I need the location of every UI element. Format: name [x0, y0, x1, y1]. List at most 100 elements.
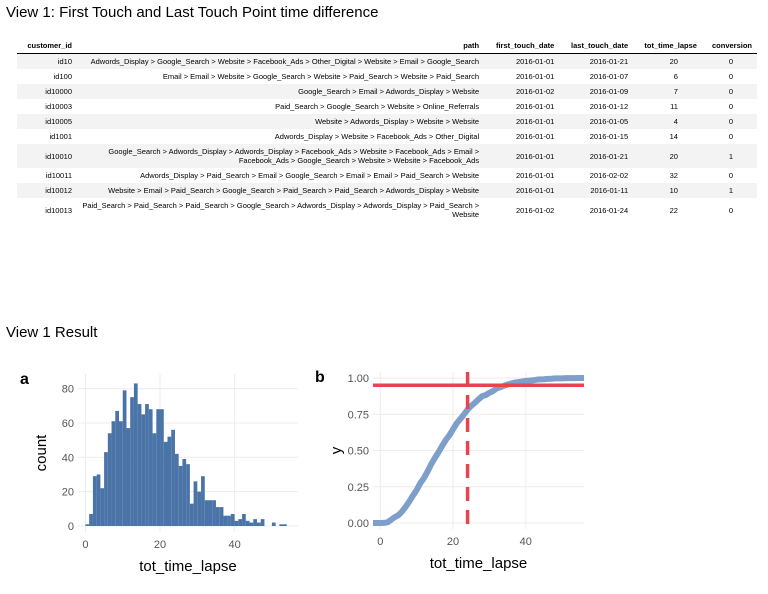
table-row: id10012 Website > Email > Paid_Search > G…	[17, 183, 757, 198]
cell-tot-time-lapse: 14	[669, 132, 678, 141]
histogram-bar	[201, 476, 205, 526]
histogram-bar	[245, 520, 250, 526]
histogram-bar	[256, 522, 261, 526]
y-tick-label: 0	[68, 521, 74, 533]
histogram-bar	[234, 520, 239, 526]
cell-customer-id: id10012	[17, 183, 77, 198]
cell-tot-time-lapse: 22	[669, 205, 678, 215]
table-row: id10011 Adwords_Display > Paid_Search > E…	[17, 168, 757, 183]
cell-tot-time-lapse: 7	[633, 84, 702, 99]
y-tick-label: 0.75	[348, 409, 369, 421]
result-title: View 1 Result	[6, 324, 98, 341]
cell-conversion: 1	[701, 144, 757, 168]
histogram-bar	[145, 404, 149, 526]
x-tick-label: 40	[228, 539, 240, 551]
histogram-bar	[104, 452, 108, 526]
cell-path: Website > Email > Paid_Search > Google_S…	[77, 183, 485, 198]
histogram-bar	[85, 524, 90, 526]
histogram-bar	[238, 519, 243, 526]
cell-customer-id: id10010	[17, 144, 77, 168]
y-tick-label: 1.00	[348, 373, 369, 385]
table-header-row: customer_id path first_touch_date last_touc…	[17, 38, 757, 54]
cell-path: Email > Email > Website > Google_Search …	[162, 72, 480, 81]
cell-first-touch-date: 2016-01-01	[515, 72, 555, 81]
histogram-bar	[126, 428, 131, 526]
cell-conversion: 0	[728, 171, 733, 180]
histogram-bar	[89, 513, 93, 526]
cell-last-touch-date: 2016-01-07	[589, 72, 629, 81]
y-axis-label: y	[328, 446, 345, 454]
table-row: id10000 Google_Search > Email > Adwords_D…	[17, 84, 757, 99]
cell-tot-time-lapse: 20	[633, 144, 702, 168]
histogram-panel-a: 0 20 40 60 80 0 20 40 tot_time_lapse count a	[20, 371, 298, 575]
histogram-bar	[182, 459, 187, 526]
cell-path: Adwords_Display > Google_Search > Websit…	[77, 53, 485, 69]
cell-last-touch-date: 2016-01-09	[559, 84, 634, 99]
x-tick-label: 0	[82, 539, 88, 551]
cell-customer-id: id10013	[45, 205, 72, 215]
panel-label: a	[20, 371, 29, 388]
histogram-bar	[197, 491, 202, 526]
cell-customer-id: id100	[53, 72, 72, 81]
x-tick-label: 40	[520, 536, 532, 548]
histogram-bar	[279, 524, 284, 526]
cell-first-touch-date: 2016-01-01	[484, 183, 560, 198]
histogram-bar	[253, 519, 257, 526]
histogram-bar	[141, 414, 146, 526]
column-header-path: path	[77, 38, 485, 54]
cell-conversion: 0	[728, 205, 733, 215]
cell-last-touch-date: 2016-01-11	[559, 183, 634, 198]
cell-path: Paid_Search > Google_Search > Website > …	[275, 102, 480, 111]
cell-last-touch-date: 2016-01-15	[589, 132, 629, 141]
table-body: id10 Adwords_Display > Google_Search > We…	[17, 53, 757, 223]
cell-conversion: 0	[728, 102, 733, 111]
histogram-bar	[167, 436, 172, 526]
x-axis-label: tot_time_lapse	[139, 558, 237, 575]
histogram-bar	[193, 481, 198, 526]
cell-tot-time-lapse: 6	[673, 72, 678, 81]
cell-last-touch-date: 2016-02-02	[589, 171, 629, 180]
histogram-bar	[119, 421, 123, 526]
table-row: id10 Adwords_Display > Google_Search > We…	[17, 53, 757, 69]
y-axis-label: count	[33, 434, 50, 472]
cell-tot-time-lapse: 10	[633, 183, 702, 198]
histogram-bar	[219, 507, 224, 526]
data-table: customer_id path first_touch_date last_touc…	[17, 38, 757, 222]
ecdf-panel-b: 0.00 0.25 0.50 0.75 1.00 0 20 40 tot_time_lapse y…	[315, 369, 584, 572]
y-tick-label: 0.00	[348, 518, 369, 530]
histogram-bar	[115, 410, 120, 526]
histogram-bar	[160, 409, 164, 526]
cell-path: Paid_Search > Paid_Search > Paid_Search …	[82, 201, 480, 219]
cell-tot-time-lapse: 4	[633, 114, 702, 129]
histogram-bar	[189, 503, 194, 526]
table-row: id10013 Paid_Search > Paid_Search > Paid_…	[17, 198, 757, 222]
histogram-bar	[163, 441, 168, 526]
column-header-last-touch-date: last_touch_date	[559, 38, 634, 54]
histogram-bar	[230, 513, 235, 526]
cell-last-touch-date: 2016-01-05	[559, 114, 634, 129]
histogram-bar	[215, 507, 220, 526]
view1-title: View 1: First Touch and Last Touch Point…	[6, 4, 379, 21]
cell-last-touch-date: 2016-01-24	[589, 205, 629, 215]
histogram-bar	[107, 433, 112, 526]
panel-label: b	[315, 369, 325, 386]
histogram-bar	[249, 522, 254, 526]
table-row: id100 Email > Email > Website > Google_Se…	[17, 69, 757, 84]
histogram-bar	[156, 409, 161, 526]
histogram-bar	[130, 397, 134, 526]
cell-first-touch-date: 2016-01-01	[515, 171, 555, 180]
x-axis-label: tot_time_lapse	[430, 555, 528, 572]
cell-first-touch-date: 2016-01-02	[484, 84, 560, 99]
histogram-bar	[174, 453, 179, 526]
cell-path: Google_Search > Email > Adwords_Display …	[77, 84, 485, 99]
histogram-bar	[178, 465, 183, 526]
histogram-bar	[152, 433, 157, 526]
cell-first-touch-date: 2016-01-01	[484, 114, 560, 129]
cell-tot-time-lapse: 20	[633, 53, 702, 69]
histogram-bar	[171, 429, 175, 526]
cell-first-touch-date: 2016-01-02	[515, 205, 555, 215]
table-row: id1001 Adwords_Display > Website > Facebo…	[17, 129, 757, 144]
histogram-bar	[148, 409, 153, 526]
y-tick-label: 0.50	[348, 446, 369, 458]
histogram-bar	[96, 474, 101, 526]
